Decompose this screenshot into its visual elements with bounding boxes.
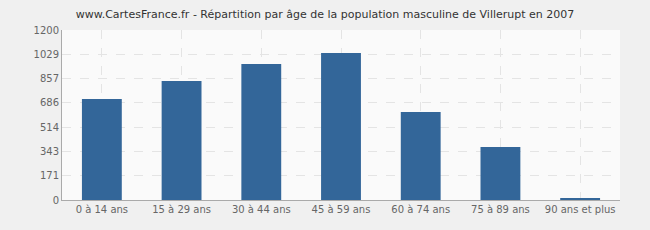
svg-text:1029: 1029 bbox=[34, 49, 59, 60]
svg-text:60 à 74 ans: 60 à 74 ans bbox=[391, 204, 450, 215]
svg-text:514: 514 bbox=[40, 122, 59, 133]
svg-text:686: 686 bbox=[40, 97, 59, 108]
svg-text:0: 0 bbox=[53, 195, 59, 206]
svg-text:15 à 29 ans: 15 à 29 ans bbox=[152, 204, 211, 215]
svg-text:90 ans et plus: 90 ans et plus bbox=[545, 204, 616, 215]
svg-text:75 à 89 ans: 75 à 89 ans bbox=[471, 204, 530, 215]
svg-text:45 à 59 ans: 45 à 59 ans bbox=[312, 204, 371, 215]
svg-text:www.CartesFrance.fr - Répartit: www.CartesFrance.fr - Répartition par âg… bbox=[76, 8, 575, 21]
svg-text:30 à 44 ans: 30 à 44 ans bbox=[232, 204, 291, 215]
svg-text:1200: 1200 bbox=[34, 25, 59, 36]
svg-text:857: 857 bbox=[40, 73, 59, 84]
svg-text:171: 171 bbox=[40, 170, 59, 181]
svg-text:343: 343 bbox=[40, 146, 59, 157]
svg-text:0 à 14 ans: 0 à 14 ans bbox=[76, 204, 128, 215]
